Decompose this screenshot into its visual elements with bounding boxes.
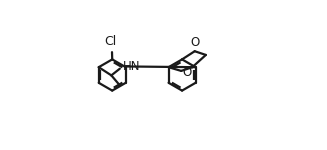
Text: O: O xyxy=(182,66,191,79)
Text: Cl: Cl xyxy=(105,35,117,48)
Text: HN: HN xyxy=(123,60,140,73)
Text: O: O xyxy=(190,36,199,50)
